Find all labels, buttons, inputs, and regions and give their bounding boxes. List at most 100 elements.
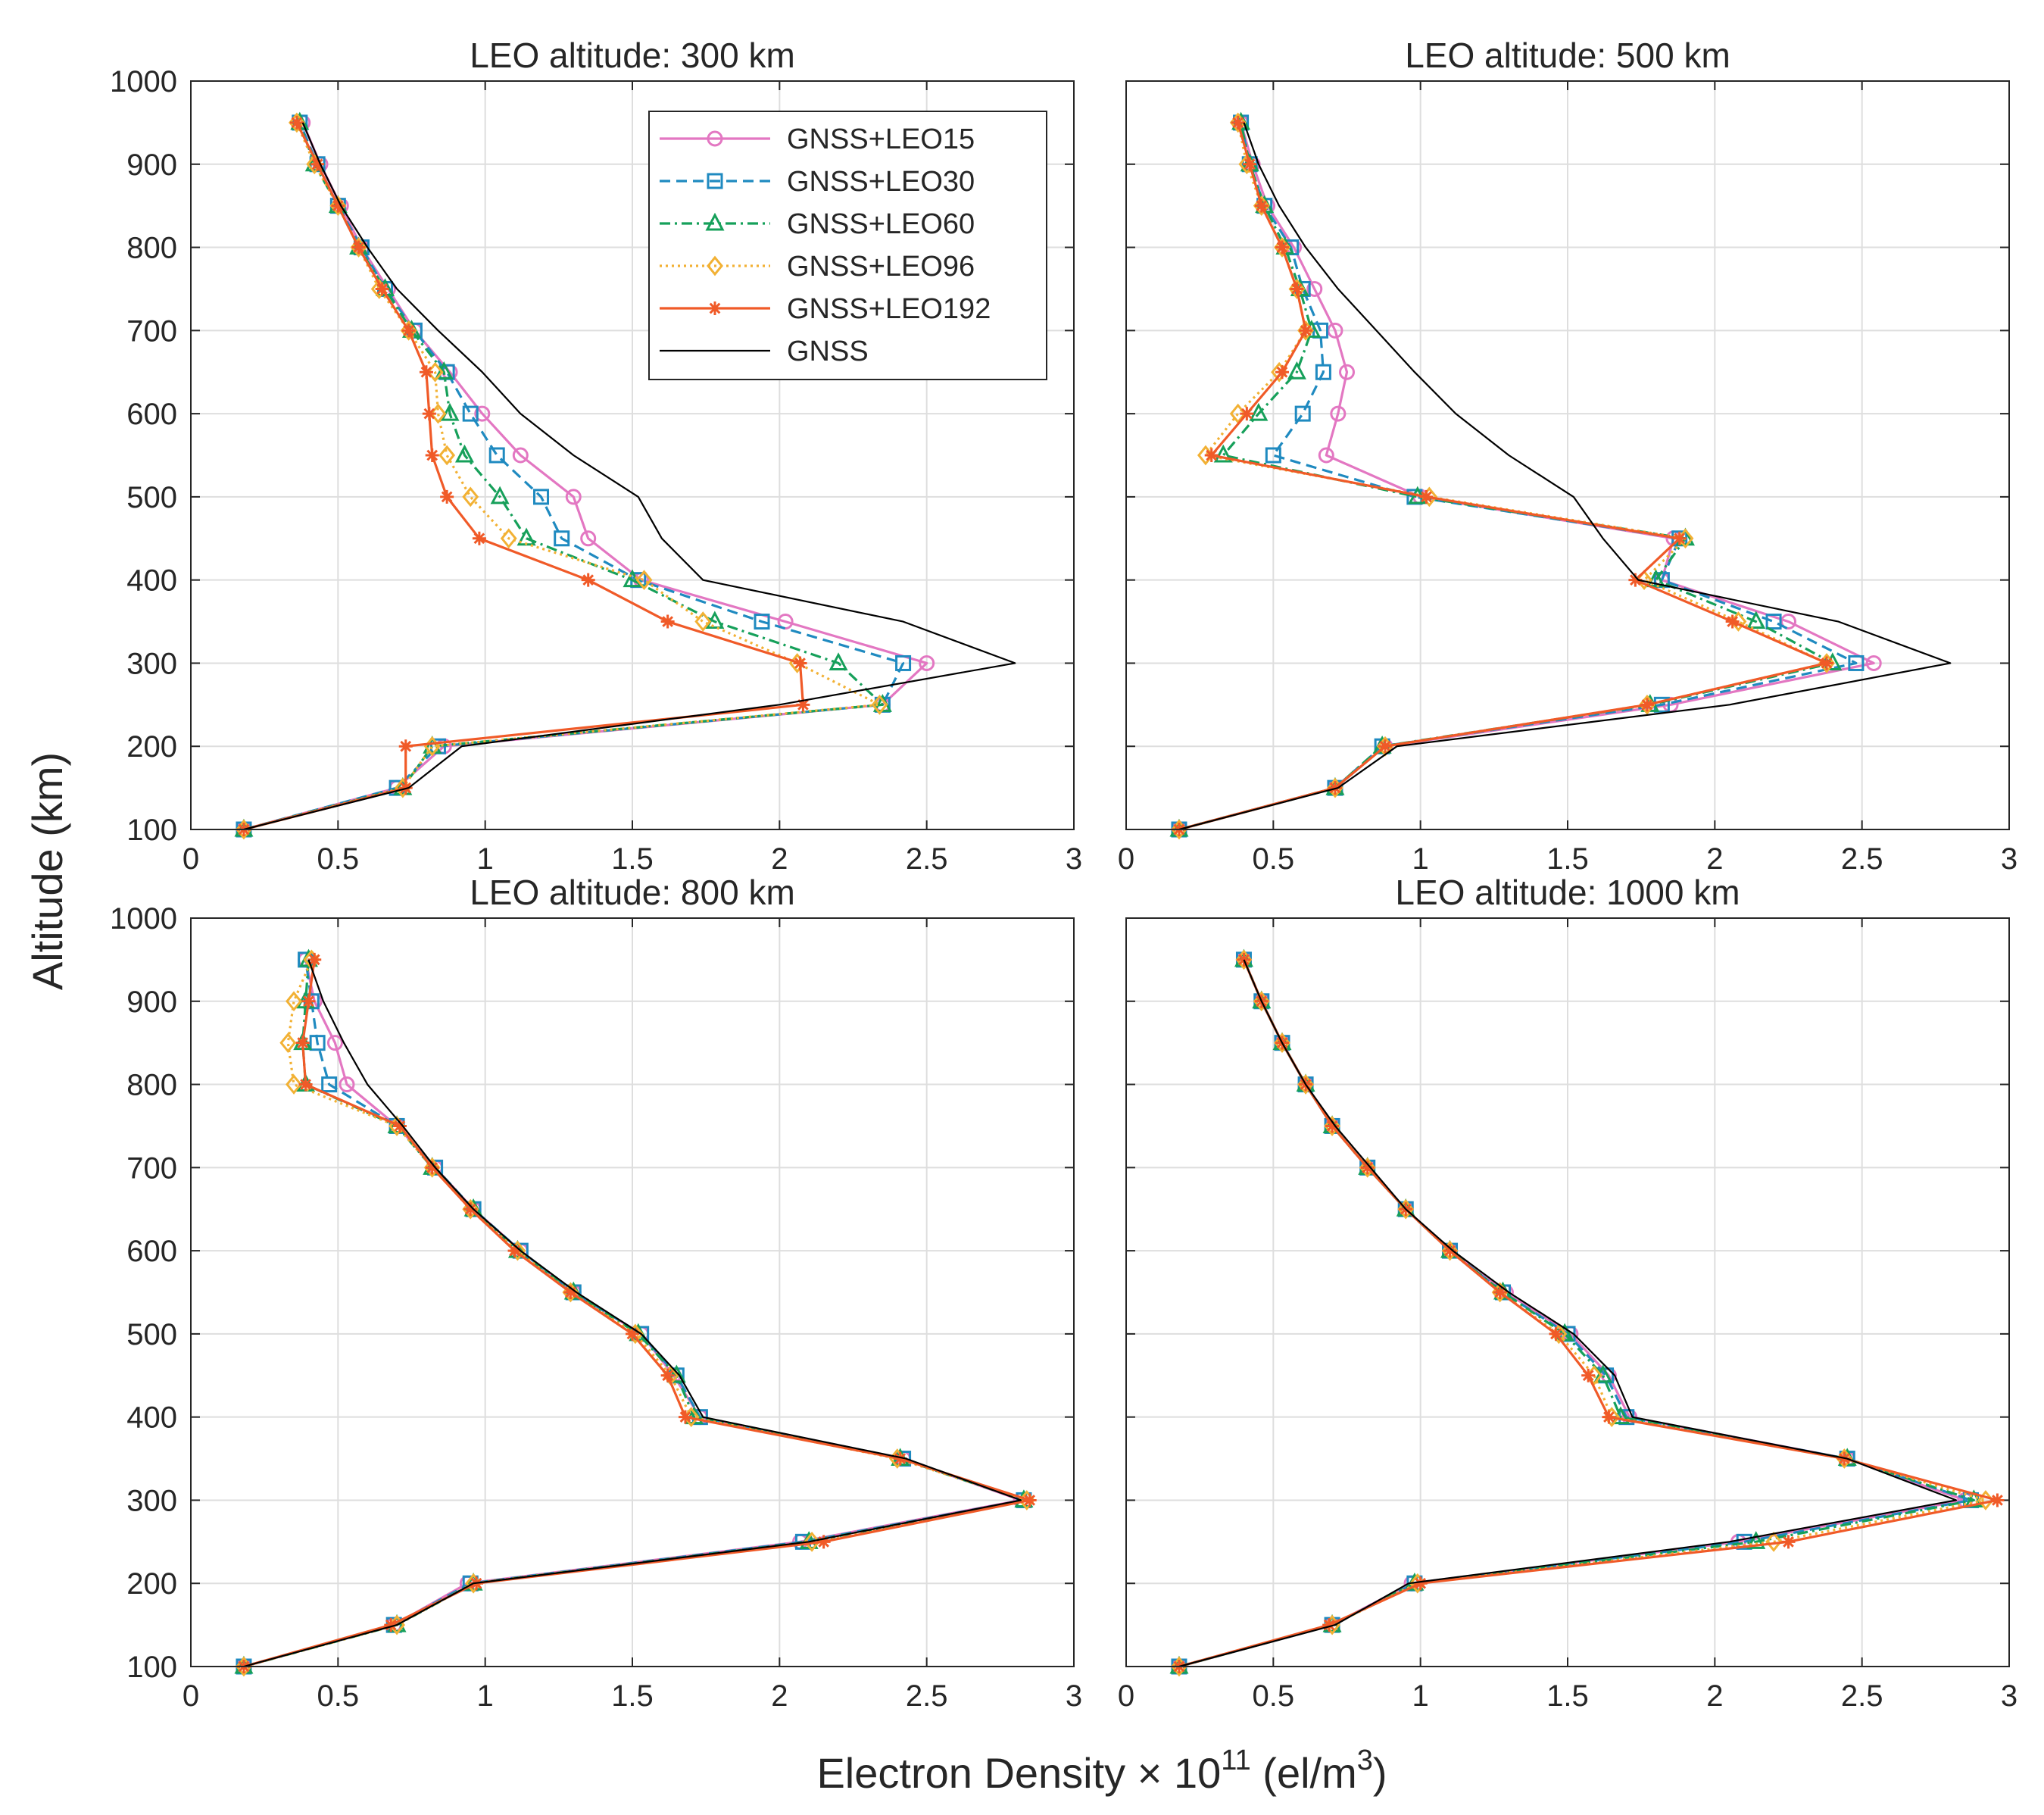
ticks: [190, 80, 1075, 830]
data-point-gnss-leo15: [1865, 654, 1882, 671]
data-point-gnss-leo15: [777, 614, 794, 630]
panel-1: 0 0.5 1 1.5 2 2.5 3 100 200 300 400 500 600 700 800 900…: [110, 36, 1082, 876]
data-point-gnss-leo60: [1746, 1531, 1766, 1549]
data-point-gnss-leo192: [1275, 240, 1289, 255]
legend-marker-gnss-leo15: [707, 130, 723, 147]
data-point-gnss-leo192: [1419, 489, 1434, 504]
data-point-gnss-leo192: [298, 1077, 313, 1092]
panel-title: LEO altitude: 1000 km: [1395, 873, 1740, 912]
series-group: [1169, 948, 2005, 1677]
data-point-gnss-leo192: [392, 1119, 407, 1133]
y-tick-label: 300: [126, 1484, 177, 1517]
x-tick-label: 1: [477, 1679, 494, 1713]
legend-item-gnss-leo96: GNSS+LEO96: [660, 251, 975, 283]
data-point-gnss-leo192: [1725, 614, 1740, 629]
series-group: [234, 111, 1016, 840]
panel-2: 0 0.5 1 1.5 2 2.5 3 LEO altitude: 500 km: [1118, 36, 2017, 876]
x-axis-title-unit: (el/m: [1251, 1749, 1357, 1797]
x-axis-title: Electron Density × 1011 (el/m3): [816, 1745, 1387, 1797]
data-point-gnss-leo96: [288, 112, 305, 133]
x-tick-label: 0: [1118, 1679, 1134, 1713]
data-point-gnss-leo60: [440, 402, 460, 421]
data-point-gnss-leo96: [500, 528, 517, 549]
x-tick-label: 0: [183, 842, 199, 876]
y-tick-label: 800: [126, 1069, 177, 1102]
data-point-gnss-leo192: [1322, 1618, 1337, 1632]
data-point-gnss-leo192: [425, 448, 439, 462]
data-point-gnss-leo192: [472, 531, 486, 545]
data-point-gnss-leo192: [1240, 407, 1254, 421]
data-point-gnss-leo96: [1235, 949, 1253, 970]
series-group: [1169, 111, 1952, 840]
legend-item-gnss-leo60: GNSS+LEO60: [660, 208, 975, 240]
data-point-gnss-leo96: [1253, 195, 1270, 217]
y-tick-label: 300: [126, 647, 177, 680]
series-line-gnss-leo192: [243, 959, 1031, 1668]
x-tick-label: 2: [1706, 842, 1723, 876]
x-tick-label: 2.5: [1841, 1679, 1883, 1713]
data-point-gnss-leo192: [401, 323, 416, 338]
data-point-gnss-leo192: [660, 1368, 675, 1382]
data-point-gnss-leo96: [462, 1198, 479, 1220]
series-line-gnss-leo192: [243, 122, 805, 831]
data-point-gnss-leo15: [565, 489, 582, 505]
data-point-gnss-leo192: [295, 1036, 310, 1050]
data-point-gnss-leo96: [400, 320, 417, 341]
data-point-gnss-leo192: [1628, 573, 1643, 587]
data-point-gnss-leo192: [375, 282, 389, 296]
data-point-gnss-leo192: [816, 1535, 831, 1549]
axes-box: [1125, 80, 2010, 830]
data-point-gnss-leo192: [1243, 157, 1257, 171]
x-tick-label: 0.5: [317, 842, 360, 876]
data-point-gnss-leo15: [1318, 447, 1334, 464]
y-tick-label: 700: [126, 314, 177, 348]
data-point-gnss-leo96: [635, 570, 653, 591]
y-tick-label: 100: [126, 814, 177, 847]
data-point-gnss-leo192: [1990, 1493, 2005, 1507]
data-point-gnss-leo192: [1781, 1535, 1796, 1549]
data-point-gnss-leo96: [871, 694, 888, 715]
data-point-gnss-leo30: [554, 530, 570, 547]
x-tick-label: 1.5: [611, 1679, 654, 1713]
data-point-gnss-leo96: [329, 195, 347, 217]
data-point-gnss-leo192: [425, 1161, 439, 1175]
data-point-gnss-leo96: [286, 1074, 302, 1095]
data-point-gnss-leo192: [1640, 698, 1654, 712]
x-tick-label: 1: [1412, 1679, 1429, 1713]
data-point-gnss-leo96: [1171, 1656, 1187, 1677]
legend-label-gnss-leo96: GNSS+LEO96: [787, 251, 975, 283]
data-point-gnss-leo30: [533, 489, 550, 505]
y-tick-label: 600: [126, 1235, 177, 1268]
data-point-gnss-leo192: [1290, 282, 1304, 296]
data-point-gnss-leo60: [490, 486, 510, 505]
data-point-gnss-leo15: [339, 1076, 355, 1093]
series-gnss: [1178, 122, 1952, 831]
data-point-gnss-leo192: [463, 1202, 478, 1217]
x-tick-label: 0.5: [1253, 1679, 1295, 1713]
data-point-gnss-leo15: [1306, 280, 1323, 297]
data-point-gnss-leo192: [422, 407, 436, 421]
data-point-gnss-leo60: [623, 569, 642, 588]
y-tick-label: 600: [126, 398, 177, 431]
data-point-gnss-leo96: [694, 611, 712, 632]
data-point-gnss-leo192: [1299, 323, 1313, 338]
series-line-gnss: [1178, 959, 1958, 1668]
panel-title: LEO altitude: 300 km: [470, 36, 795, 75]
data-point-gnss-leo192: [384, 1618, 398, 1632]
panel-title: LEO altitude: 800 km: [470, 873, 795, 912]
data-point-gnss-leo192: [1237, 952, 1251, 967]
data-point-gnss-leo60: [829, 652, 848, 670]
data-point-gnss-leo96: [1359, 1157, 1376, 1178]
data-point-gnss-leo60: [454, 444, 474, 463]
data-point-gnss-leo30: [321, 1076, 338, 1093]
data-point-gnss-leo192: [660, 614, 675, 629]
series-gnss: [243, 959, 1022, 1668]
data-point-gnss-leo192: [289, 115, 304, 130]
panel-3: 0 0.5 1 1.5 2 2.5 3 100 200 300 400 500 600 700 800 900…: [110, 873, 1082, 1713]
data-point-gnss-leo96: [462, 486, 479, 508]
x-tick-label: 2.5: [906, 1679, 948, 1713]
x-axis-title-exponent: 11: [1221, 1745, 1250, 1776]
data-point-gnss-leo96: [438, 445, 456, 466]
data-point-gnss-leo96: [1171, 819, 1187, 840]
data-point-gnss-leo96: [804, 1531, 821, 1552]
